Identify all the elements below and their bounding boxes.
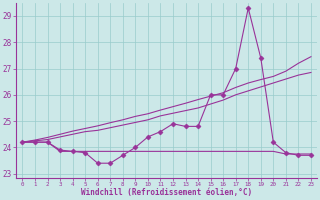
X-axis label: Windchill (Refroidissement éolien,°C): Windchill (Refroidissement éolien,°C)	[81, 188, 252, 197]
